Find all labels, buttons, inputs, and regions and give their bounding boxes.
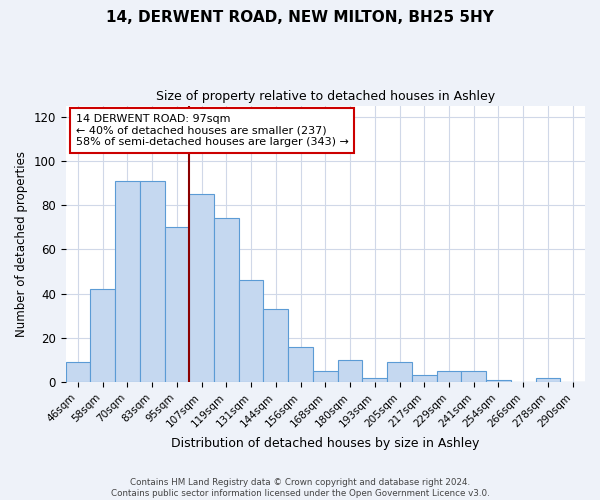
- Bar: [338, 360, 362, 382]
- Bar: [140, 181, 164, 382]
- Title: Size of property relative to detached houses in Ashley: Size of property relative to detached ho…: [156, 90, 495, 103]
- Bar: [313, 371, 338, 382]
- Bar: [362, 378, 387, 382]
- Bar: [115, 181, 140, 382]
- Bar: [91, 289, 115, 382]
- Bar: [239, 280, 263, 382]
- Bar: [412, 376, 437, 382]
- Bar: [164, 227, 190, 382]
- Bar: [190, 194, 214, 382]
- Bar: [461, 371, 486, 382]
- Bar: [486, 380, 511, 382]
- Text: 14, DERWENT ROAD, NEW MILTON, BH25 5HY: 14, DERWENT ROAD, NEW MILTON, BH25 5HY: [106, 10, 494, 25]
- Text: 14 DERWENT ROAD: 97sqm
← 40% of detached houses are smaller (237)
58% of semi-de: 14 DERWENT ROAD: 97sqm ← 40% of detached…: [76, 114, 349, 147]
- Bar: [263, 309, 288, 382]
- Bar: [65, 362, 91, 382]
- Bar: [288, 346, 313, 382]
- X-axis label: Distribution of detached houses by size in Ashley: Distribution of detached houses by size …: [171, 437, 479, 450]
- Bar: [214, 218, 239, 382]
- Bar: [437, 371, 461, 382]
- Bar: [536, 378, 560, 382]
- Y-axis label: Number of detached properties: Number of detached properties: [15, 151, 28, 337]
- Bar: [387, 362, 412, 382]
- Text: Contains HM Land Registry data © Crown copyright and database right 2024.
Contai: Contains HM Land Registry data © Crown c…: [110, 478, 490, 498]
